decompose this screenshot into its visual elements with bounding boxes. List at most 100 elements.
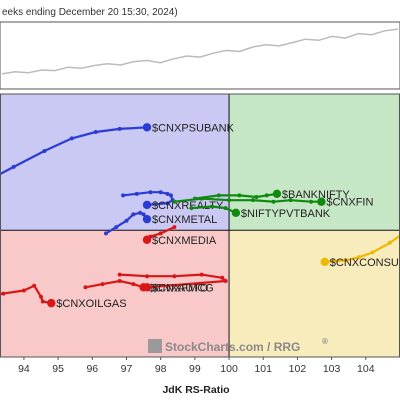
- trail-label: $CNXMETAL: [152, 214, 217, 226]
- trail-point: [158, 231, 163, 236]
- trail-point: [114, 225, 119, 230]
- trail-head-point: [272, 189, 282, 199]
- trail-point: [117, 278, 122, 283]
- trail-head-point: [142, 235, 152, 244]
- trail-point: [83, 285, 88, 290]
- quadrant-leading: [229, 94, 400, 231]
- trail-cnxpsubank: $CNXPSUBANK: [0, 122, 235, 176]
- x-tick-label: 94: [18, 363, 30, 375]
- trail-label: $CNXCONSUM: [330, 257, 400, 269]
- x-tick-label: 98: [155, 363, 167, 375]
- trail-head-point: [142, 283, 152, 292]
- x-tick-label: 101: [254, 363, 272, 375]
- trail-point: [145, 274, 150, 279]
- trail-point: [309, 199, 314, 204]
- trail-cnxfin: $CNXFIN: [172, 196, 373, 209]
- trail-line: [174, 197, 322, 203]
- trail-point: [189, 206, 194, 211]
- trail-point: [165, 201, 170, 206]
- trail-point: [356, 255, 361, 260]
- trail-cnxrealty: $CNXREALTY: [121, 190, 224, 212]
- watermark: StockCharts.com / RRG ®: [148, 337, 328, 354]
- rotation-trails: $CNXPSUBANK $CNXREALTY $CNXMETAL $CNXMEDIA $…: [0, 122, 400, 310]
- trail-label: $CNXREALTY: [152, 200, 224, 212]
- trail-point: [223, 278, 228, 283]
- trail-cnxconsum: $CNXCONSUM: [320, 234, 400, 269]
- trail-point: [117, 272, 122, 277]
- benchmark-panel: [0, 21, 400, 90]
- trail-cnxfmcg: $CNXFMCG: [117, 272, 228, 294]
- x-tick-label: 102: [289, 363, 307, 375]
- trail-cnxmetal: $CNXMETAL: [103, 210, 217, 236]
- trail-point: [100, 282, 105, 287]
- x-tick-label: 95: [52, 363, 64, 375]
- trail-point: [165, 191, 170, 196]
- quadrant-weakening: [229, 230, 400, 357]
- trail-point: [271, 199, 276, 204]
- trail-line: [191, 205, 237, 214]
- trail-point: [237, 193, 242, 198]
- trail-label: $NIFTYPVTBANK: [241, 208, 331, 220]
- trail-point: [264, 193, 269, 198]
- trail-label: $CNXPSUBANK: [152, 122, 235, 134]
- trail-point: [131, 282, 136, 287]
- trail-point: [141, 212, 146, 217]
- trail-point: [223, 206, 228, 211]
- trail-point: [343, 258, 348, 263]
- benchmark-panel-frame: [0, 21, 400, 90]
- trail-point: [158, 190, 163, 195]
- chart-subtitle: eeks ending December 20 15:30, 2024): [2, 7, 178, 18]
- trail-point: [199, 272, 204, 277]
- trail-point: [124, 218, 129, 223]
- x-axis-title: JdK RS-Ratio: [162, 384, 229, 396]
- trail-cnxmedia: $CNXMEDIA: [142, 225, 217, 247]
- trail-point: [172, 225, 177, 230]
- trail-head-point: [142, 214, 152, 224]
- x-axis-ticks: 94 95 96 97 98 99 100 101 102 103 104: [18, 357, 375, 375]
- trail-point: [1, 291, 6, 296]
- trail-head-point: [231, 208, 241, 218]
- trail-label: $CNXFIN: [326, 197, 373, 209]
- trail-point: [138, 210, 143, 215]
- trail-point: [42, 149, 47, 154]
- trail-point: [103, 231, 108, 236]
- trail-point: [93, 130, 98, 135]
- x-tick-label: 100: [220, 363, 238, 375]
- trail-point: [117, 126, 122, 131]
- trail-point: [209, 204, 214, 209]
- x-tick-label: 97: [121, 363, 133, 375]
- trail-head-point: [142, 123, 152, 132]
- watermark-text: StockCharts.com / RRG: [165, 340, 300, 354]
- trail-point: [220, 275, 225, 280]
- trail-label: $BANKNIFTY: [282, 189, 351, 201]
- trail-point: [69, 136, 74, 141]
- trail-point: [172, 274, 177, 279]
- x-tick-label: 104: [357, 363, 375, 375]
- trail-label: $CNXFMCG: [152, 282, 214, 294]
- trail-cnxoilgas: $CNXOILGAS: [0, 283, 127, 310]
- trail-point: [11, 164, 16, 169]
- trail-point: [387, 240, 392, 245]
- x-tick-label: 99: [189, 363, 201, 375]
- trail-point: [134, 191, 139, 196]
- trail-point: [21, 288, 26, 293]
- watermark-registered-mark: ®: [322, 337, 328, 346]
- trail-label: $CNXOILGAS: [56, 298, 126, 310]
- trail-point: [32, 283, 37, 288]
- trail-head-point: [47, 298, 56, 308]
- trail-point: [227, 198, 232, 203]
- trail-niftypvtbank: $NIFTYPVTBANK: [189, 204, 331, 220]
- trail-point: [168, 193, 173, 198]
- stockcharts-logo-icon: [148, 339, 162, 353]
- trail-point: [199, 196, 204, 201]
- x-tick-label: 103: [323, 363, 341, 375]
- rrg-plot-area: $CNXPSUBANK $CNXREALTY $CNXMETAL $CNXMEDIA $…: [0, 93, 400, 358]
- trail-point: [39, 294, 44, 299]
- trail-point: [40, 299, 45, 304]
- trail-label: $CNXMEDIA: [152, 235, 217, 247]
- x-tick-label: 96: [86, 363, 98, 375]
- trail-point: [172, 199, 177, 204]
- trail-point: [254, 194, 259, 199]
- trail-point: [370, 250, 375, 255]
